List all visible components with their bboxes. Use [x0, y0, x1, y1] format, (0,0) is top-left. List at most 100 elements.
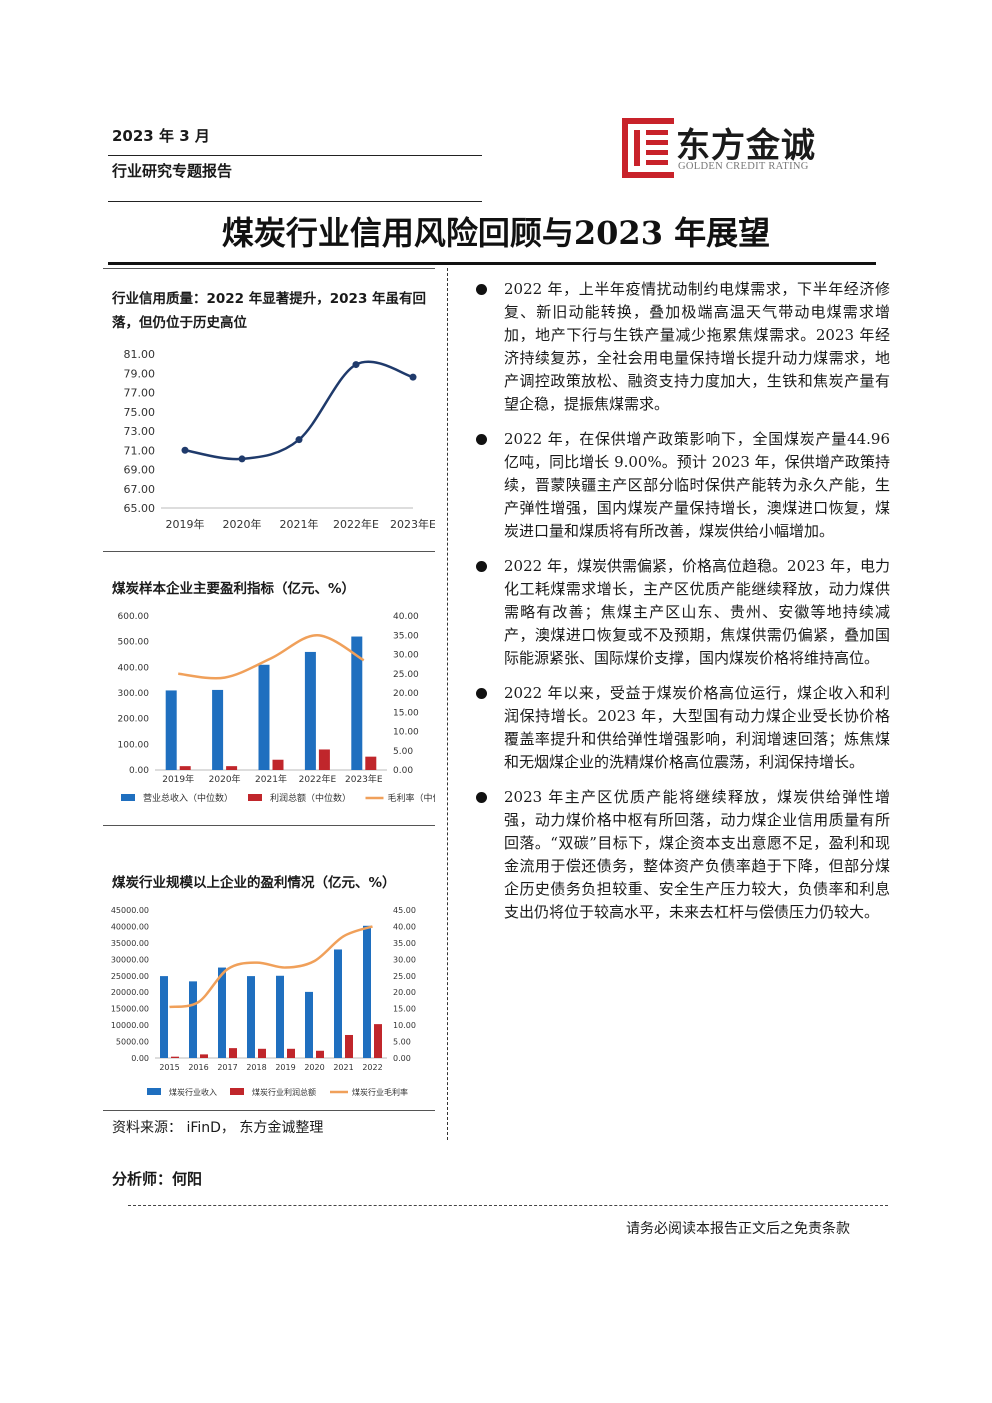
x-tick-label: 2021年 [255, 773, 287, 785]
bar [212, 689, 224, 770]
y-tick-label: 10000.00 [111, 1021, 149, 1030]
x-tick-label: 2021 [333, 1063, 353, 1072]
x-tick-label: 2020年 [223, 517, 262, 531]
y2-tick-label: 15.00 [393, 1005, 416, 1014]
data-source: 资料来源： iFinD， 东方金诚整理 [112, 1120, 324, 1136]
chart-box-rule-2 [103, 551, 435, 552]
legend-label: 利润总额（中位数） [270, 792, 351, 804]
bar [160, 976, 168, 1058]
industry-profit-combo-chart: 45000.00 40000.00 35000.00 30000.00 25000.00… [111, 906, 416, 1097]
legend-swatch [248, 794, 262, 801]
data-point [352, 361, 360, 369]
y2-tick-label: 30.00 [393, 651, 419, 661]
data-point [238, 455, 246, 463]
bar [226, 766, 238, 770]
bullet-dot-icon [476, 688, 487, 699]
legend-swatch [230, 1088, 244, 1095]
y2-tick-label: 35.00 [393, 631, 419, 641]
bar [179, 766, 191, 770]
report-date: 2023 年 3 月 [112, 127, 210, 145]
y-tick-label: 5000.00 [116, 1038, 149, 1047]
y-tick-label: 15000.00 [111, 1005, 149, 1014]
bar [171, 1056, 179, 1058]
credit-quality-title-line2: 落，但仍位于历史高位 [112, 315, 247, 331]
bullet-text: 2022 年，在保供增产政策影响下，全国煤炭产量44.96 亿吨，同比增长 9.… [504, 430, 890, 540]
y2-tick-label: 40.00 [393, 922, 416, 931]
x-tick-label: 2023年E [390, 517, 435, 531]
y-tick-label: 67.00 [124, 483, 156, 496]
x-tick-label: 2019年 [162, 773, 194, 785]
bullet-item: 2022 年以来，受益于煤炭价格高位运行，煤企收入和利润保持增长。2023 年，… [474, 682, 890, 774]
bar [365, 756, 377, 770]
report-type: 行业研究专题报告 [112, 162, 233, 180]
y-tick-label: 600.00 [118, 612, 150, 622]
x-tick-label: 2023年E [345, 773, 383, 785]
y-tick-label: 0.00 [131, 1054, 149, 1063]
bullet-dot-icon [476, 434, 487, 445]
x-tick-label: 2019 [275, 1063, 295, 1072]
x-tick-label: 2022年E [333, 517, 379, 531]
y2-tick-label: 40.00 [393, 612, 419, 622]
sample-profit-chart-title: 煤炭样本企业主要盈利指标（亿元、%） [112, 581, 356, 597]
x-tick-label: 2016 [188, 1063, 208, 1072]
data-point [295, 436, 303, 444]
x-tick-label: 2018 [246, 1063, 266, 1072]
bullet-item: 2022 年，煤炭供需偏紧，价格高位趋稳。2023 年，电力化工耗煤需求增长，主… [474, 555, 890, 670]
margin-line [178, 633, 365, 680]
credit-quality-chart-title: 行业信用质量：2022 年显著提升，2023 年虽有回 落，但仍位于历史高位 [112, 287, 442, 335]
y-tick-label: 79.00 [124, 367, 156, 380]
y2-tick-label: 25.00 [393, 972, 416, 981]
bullet-dot-icon [476, 561, 487, 572]
y2-tick-label: 0.00 [393, 1054, 411, 1063]
y-tick-label: 81.00 [124, 348, 156, 361]
y-tick-label: 25000.00 [111, 972, 149, 981]
bar [345, 1034, 353, 1058]
summary-bullets: 2022 年，上半年疫情扰动制约电煤需求，下半年经济修复、新旧动能转换，叠加极端… [474, 278, 890, 936]
y-tick-label: 500.00 [118, 638, 150, 648]
logo-en-text: GOLDEN CREDIT RATING [678, 161, 809, 172]
y-tick-label: 400.00 [118, 663, 150, 673]
bullet-dot-icon [476, 284, 487, 295]
y2-tick-label: 5.00 [393, 747, 413, 757]
chart-box-rule-3 [103, 825, 435, 826]
x-tick-label: 2021年 [280, 517, 319, 531]
bar [165, 690, 177, 770]
legend-swatch [147, 1088, 161, 1095]
x-tick-label: 2019年 [166, 517, 205, 531]
bullet-item: 2022 年，上半年疫情扰动制约电煤需求，下半年经济修复、新旧动能转换，叠加极端… [474, 278, 890, 416]
y2-tick-label: 15.00 [393, 708, 419, 718]
bullet-item: 2022 年，在保供增产政策影响下，全国煤炭产量44.96 亿吨，同比增长 9.… [474, 428, 890, 543]
legend-label: 煤炭行业收入 [169, 1087, 217, 1097]
y-tick-label: 77.00 [124, 387, 156, 400]
x-tick-label: 2020 [304, 1063, 324, 1072]
sample-profit-combo-chart: 600.00 500.00 400.00 300.00 200.00 100.00 0.00… [118, 612, 436, 804]
y-tick-label: 71.00 [124, 444, 156, 457]
bar [189, 981, 197, 1058]
chart-box-rule-4 [103, 1110, 435, 1111]
credit-quality-line-chart: 81.00 79.00 77.00 75.00 73.00 71.00 69.00 67.00… [124, 348, 436, 531]
y-tick-label: 100.00 [118, 740, 150, 750]
bar [351, 636, 363, 770]
legend-label: 煤炭行业利润总额 [252, 1087, 316, 1097]
bar [258, 664, 270, 770]
bar [316, 1050, 324, 1058]
x-tick-label: 2022年E [299, 773, 337, 785]
bar [258, 1048, 266, 1058]
legend-label: 煤炭行业毛利率 [352, 1087, 408, 1097]
footer-divider [128, 1205, 888, 1206]
y-tick-label: 65.00 [124, 502, 156, 515]
bar [218, 967, 226, 1058]
bullet-dot-icon [476, 792, 487, 803]
credit-quality-line [184, 360, 414, 461]
y-tick-label: 35000.00 [111, 939, 149, 948]
bar [363, 925, 371, 1058]
y2-tick-label: 25.00 [393, 670, 419, 680]
y2-tick-label: 5.00 [393, 1038, 411, 1047]
data-point [181, 446, 189, 454]
y2-tick-label: 10.00 [393, 1021, 416, 1030]
bar [272, 759, 284, 770]
bullet-text: 2022 年，煤炭供需偏紧，价格高位趋稳。2023 年，电力化工耗煤需求增长，主… [504, 557, 890, 667]
y-tick-label: 200.00 [118, 715, 150, 725]
y-tick-label: 73.00 [124, 425, 156, 438]
y-tick-label: 30000.00 [111, 955, 149, 964]
